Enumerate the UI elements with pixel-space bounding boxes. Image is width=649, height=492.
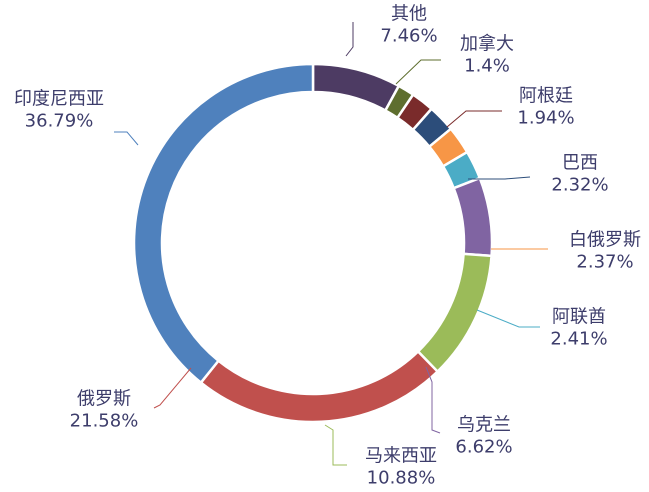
slice-value-label: 1.4% (464, 56, 510, 77)
donut-slice-8 (416, 252, 493, 373)
donut-slice-1 (311, 62, 401, 112)
leader-line-8 (324, 424, 347, 466)
slice-value-label: 2.41% (550, 329, 607, 350)
donut-slice-10 (132, 62, 315, 384)
donut-slice-9 (199, 350, 439, 424)
slice-category-label: 阿根廷 (519, 86, 573, 107)
slice-category-label: 俄罗斯 (77, 389, 131, 410)
leader-line-3 (446, 110, 502, 128)
slice-value-label: 2.37% (576, 252, 633, 273)
leader-lines-layer (114, 22, 548, 466)
slice-label-4: 巴西2.32% (551, 153, 608, 196)
slice-category-label: 马来西亚 (365, 446, 437, 467)
slice-category-label: 阿联酋 (552, 307, 606, 328)
donut-slice-7 (452, 176, 494, 258)
slice-category-label: 乌克兰 (457, 415, 511, 436)
leader-line-1 (345, 22, 354, 57)
leader-line-4 (468, 176, 531, 180)
slice-value-label: 2.32% (551, 175, 608, 196)
slice-value-label: 10.88% (367, 468, 436, 489)
leader-line-9 (153, 367, 192, 409)
slices-layer (132, 62, 494, 424)
slice-category-label: 其他 (391, 4, 427, 25)
slice-value-label: 36.79% (25, 111, 94, 132)
slice-value-label: 6.62% (455, 437, 512, 458)
slice-value-label: 21.58% (70, 411, 139, 432)
leader-line-10 (114, 131, 139, 146)
slice-category-label: 印度尼西亚 (14, 89, 104, 110)
leader-line-6 (476, 309, 540, 328)
slice-category-label: 巴西 (562, 153, 598, 174)
leader-line-7 (425, 366, 441, 434)
leader-line-2 (395, 59, 441, 85)
slice-category-label: 白俄罗斯 (569, 230, 641, 251)
labels-layer: 其他7.46% 加拿大1.4%阿根廷1.94%巴西2.32%白俄罗斯2.37%阿联… (14, 4, 641, 489)
slice-category-label: 加拿大 (460, 33, 514, 55)
slice-value-label: 1.94% (517, 108, 574, 129)
slice-label-1: 其他7.46% (380, 4, 437, 47)
slice-value-label: 7.46% (380, 26, 437, 47)
